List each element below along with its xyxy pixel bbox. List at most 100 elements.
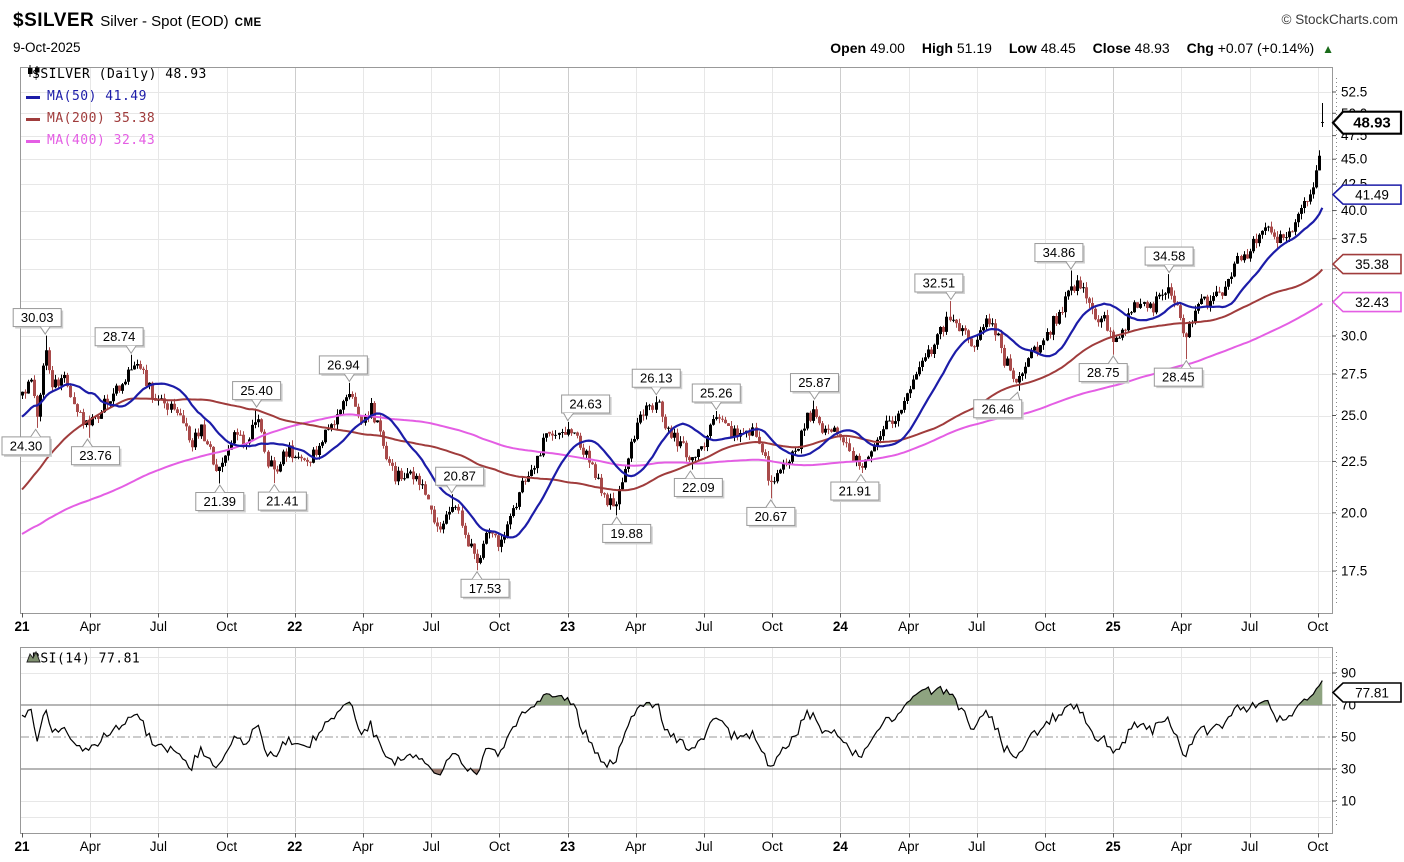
annotation-text: 25.26 [700,385,733,400]
ma50-label: MA(50) 41.49 [47,89,147,104]
quote-row: Open 49.00 High 51.19 Low 48.45 Close 48… [817,40,1334,56]
price-annotation: 34.86 [1034,243,1085,270]
price-legend: $SILVER (Daily) 48.93 MA(50) 41.49 MA(20… [26,64,207,152]
chart-header: $SILVER Silver - Spot (EOD) CME [13,10,262,32]
x-axis-label: 21 [14,619,30,634]
quote-open: Open 49.00 [830,40,905,56]
x-axis-label: Jul [423,619,440,634]
annotation-text: 32.51 [923,275,956,290]
ma50-legend: MA(50) 41.49 [26,86,207,108]
price-annotation: 20.67 [746,499,797,528]
ma400-swatch [26,139,40,143]
rsi-legend-label: RSI(14) 77.81 [32,651,141,667]
ma400-label: MA(400) 32.43 [47,133,156,148]
price-legend-title: $SILVER (Daily) 48.93 [32,67,207,82]
axis-value-flag: 41.49 [1331,184,1402,205]
annotation-text: 26.13 [640,371,673,386]
x-axis-label: 22 [287,619,302,634]
x-axis-label: Apr [625,619,647,634]
price-annotation: 21.91 [830,473,881,503]
price-annotation: 25.40 [232,381,283,408]
annotation-text: 28.74 [103,329,136,344]
svg-text:77.81: 77.81 [1355,685,1389,700]
annotation-text: 22.09 [682,480,715,495]
x-axis-label: Jul [150,839,167,854]
rsi-tick-label: 10 [1341,794,1356,809]
ma400-legend: MA(400) 32.43 [26,130,207,152]
annotation-text: 25.40 [240,383,273,398]
ma200-label: MA(200) 35.38 [47,111,156,126]
candles [21,103,1324,571]
price-tick-label: 22.5 [1341,454,1367,469]
rsi-tick-label: 50 [1341,730,1356,745]
x-axis-label: 24 [833,839,849,854]
axis-value-flag: 32.43 [1331,291,1402,313]
svg-text:41.49: 41.49 [1355,187,1389,202]
price-annotation: 23.76 [70,438,122,467]
chart-date: 9-Oct-2025 [13,40,81,55]
quote-close: Close 48.93 [1092,40,1170,56]
x-axis-label: Oct [489,619,510,634]
price-legend-title-row: $SILVER (Daily) 48.93 [26,64,207,86]
up-triangle-icon: ▲ [1322,42,1334,56]
price-annotation: 28.75 [1078,355,1130,384]
x-axis-label: Apr [352,619,374,634]
quote-low: Low 48.45 [1008,40,1076,56]
price-annotation: 32.51 [914,273,965,301]
x-axis-label: Apr [625,839,647,854]
rsi-panel-frame [20,647,1333,834]
price-tick-label: 37.5 [1341,231,1367,246]
annotation-text: 17.53 [469,581,502,596]
x-axis-label: 25 [1106,839,1122,854]
axis-value-flag: 48.93 [1331,110,1403,135]
ma200-swatch [26,117,40,121]
x-axis-label: Apr [1171,839,1193,854]
annotation-text: 28.45 [1162,370,1195,385]
ma50-swatch [26,95,40,99]
gridlines [21,68,1331,832]
copyright: © StockCharts.com [1281,12,1398,27]
annotation-text: 21.39 [204,494,237,509]
svg-text:32.43: 32.43 [1355,295,1389,310]
annotation-text: 34.86 [1043,245,1076,260]
price-tick-label: 20.0 [1341,505,1367,520]
price-tick-label: 27.5 [1341,366,1367,381]
symbol: $SILVER [13,10,95,31]
annotation-text: 21.41 [266,494,299,509]
x-axis-label: Oct [216,839,237,854]
annotation-text: 26.94 [327,357,360,372]
price-tick-label: 40.0 [1341,203,1367,218]
annotation-text: 26.46 [981,401,1014,416]
price-annotation: 26.94 [318,355,370,383]
annotation-text: 21.91 [839,484,872,499]
rsi-overbought-fill [344,680,1323,705]
axis-value-flag: 77.81 [1331,682,1402,703]
x-axis-label: Oct [216,619,237,634]
x-axis-label: Oct [762,619,783,634]
price-annotation: 24.30 [1,428,52,457]
x-axis-label: Oct [489,839,510,854]
annotation-text: 34.58 [1153,249,1186,264]
price-annotation: 26.13 [631,368,683,396]
x-axis-label: 22 [287,839,302,854]
price-tick-label: 17.5 [1341,564,1367,579]
annotation-text: 23.76 [79,448,112,463]
ma50-line [21,207,1324,539]
price-annotation: 21.41 [257,483,309,513]
x-axis-label: Jul [695,839,712,854]
svg-text:48.93: 48.93 [1353,115,1391,132]
price-tick-label: 45.0 [1341,152,1367,167]
annotation-text: 24.30 [10,438,43,453]
price-annotation: 22.09 [673,470,725,499]
x-axis-label: Apr [352,839,374,854]
price-annotation: 30.03 [12,308,64,335]
ma200-line [21,268,1324,492]
price-annotation: 28.45 [1153,359,1205,389]
x-axis-label: Apr [898,839,920,854]
price-tick-label: 30.0 [1341,329,1367,344]
price-annotation: 20.87 [435,466,486,494]
price-annotation: 19.88 [602,516,653,545]
x-axis-label: Jul [423,839,440,854]
